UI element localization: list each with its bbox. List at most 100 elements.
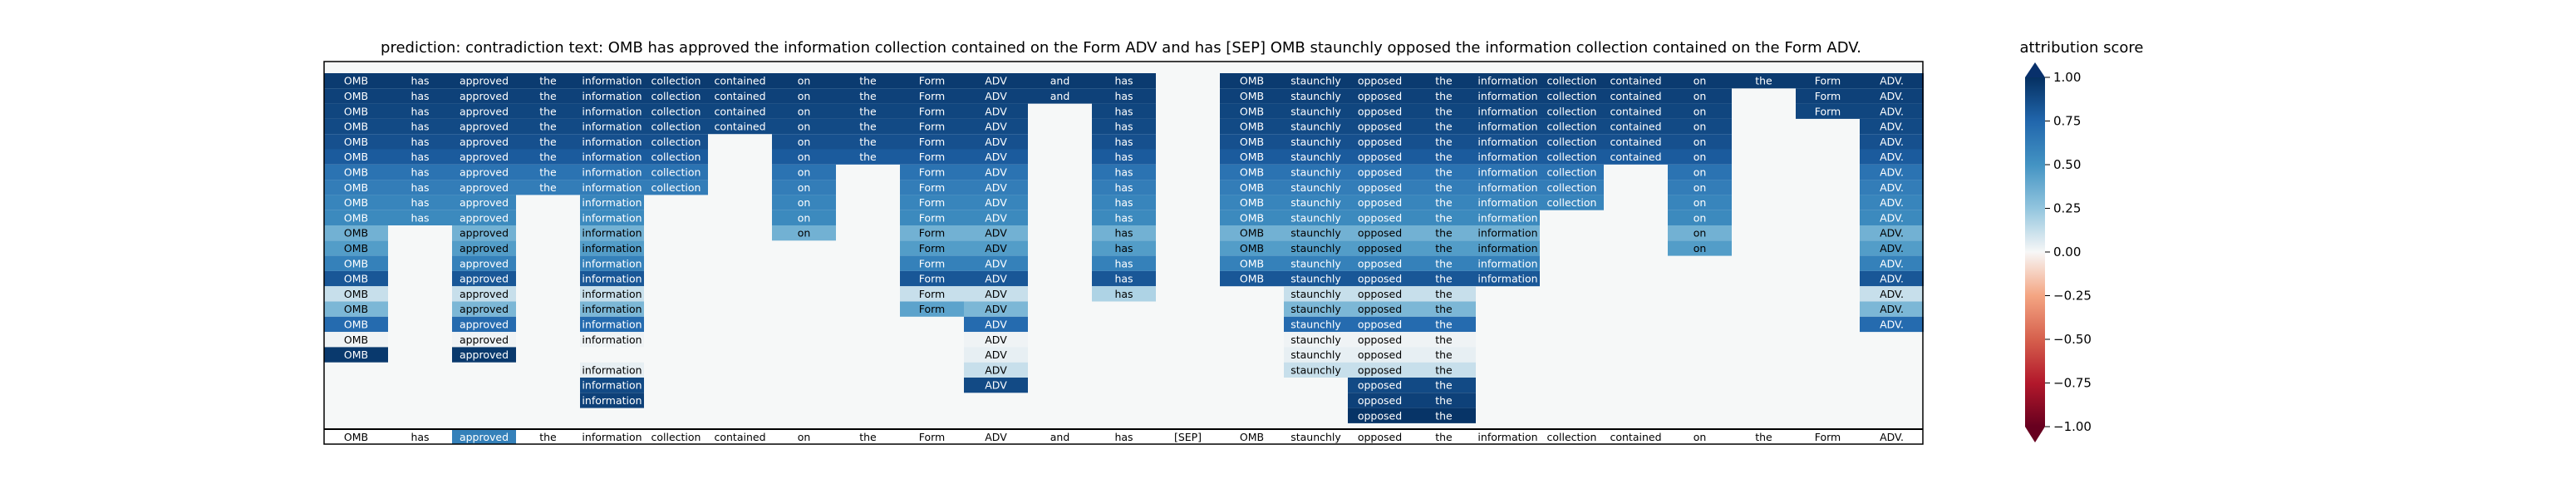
heatmap-cell [1348,195,1412,210]
heatmap-cell-label: OMB [344,318,368,330]
heatmap-cell [1284,149,1348,165]
heatmap-cell-label: approved [460,273,509,285]
heatmap-cell [900,164,964,180]
heatmap-cell-label: approved [460,227,509,240]
heatmap-cell [900,301,964,317]
heatmap-cell [964,164,1028,180]
heatmap-cell [1284,164,1348,180]
heatmap-cell-label: staunchly [1290,227,1341,240]
heatmap-cell [1540,88,1604,104]
heatmap-cell-label: OMB [344,105,368,117]
heatmap-cell [1348,301,1412,317]
heatmap-cell [388,180,452,195]
heatmap-cell [1604,149,1668,165]
heatmap-cell [964,103,1028,119]
heatmap-cell-label: opposed [1358,136,1402,148]
heatmap-cell [772,103,836,119]
heatmap-cell [772,225,836,241]
heatmap-cell-label: opposed [1358,303,1402,315]
heatmap-cell-label: ADV. [1880,181,1904,194]
token-label: the [1755,431,1772,443]
heatmap-cell [1860,118,1924,135]
heatmap-cell-label: has [1114,166,1133,178]
heatmap-cell [580,195,644,210]
heatmap-cell-label: information [1477,242,1537,254]
heatmap-cell [1412,316,1476,333]
heatmap-cell-label: ADV [985,288,1007,300]
heatmap-cell-label: OMB [1240,90,1264,102]
heatmap-cell-label: Form [919,257,946,269]
heatmap-cell [452,225,516,241]
token-label: the [539,431,557,443]
heatmap-cell-label: ADV. [1880,242,1904,254]
heatmap-cell [1412,225,1476,241]
heatmap-cell-label: the [539,136,557,148]
heatmap-cell [964,88,1028,104]
heatmap-cell [1668,73,1732,89]
heatmap-cell-label: approved [460,257,509,269]
heatmap-cell-label: opposed [1358,181,1402,194]
heatmap-cell-label: on [798,211,811,224]
heatmap-cell-label: staunchly [1290,90,1341,102]
colorbar-tick-label: 0.00 [2053,245,2081,259]
token-label: has [1114,431,1133,443]
heatmap-cell-label: opposed [1358,75,1402,87]
heatmap-cell [1796,88,1860,104]
heatmap-cell [1348,210,1412,225]
heatmap-cell [1412,195,1476,210]
heatmap-cell-label: on [1694,181,1707,194]
heatmap-cell-label: opposed [1358,257,1402,269]
heatmap-cell-label: has [1114,211,1133,224]
heatmap-cell [900,88,964,104]
heatmap-cell-label: approved [460,318,509,330]
heatmap-cell-label: ADV [985,75,1007,87]
heatmap-cell-label: on [1694,136,1707,148]
heatmap-cell-label: has [1114,75,1133,87]
heatmap-cell [1412,73,1476,89]
heatmap-cell-label: staunchly [1290,363,1341,376]
colorbar-tick-label: 0.50 [2053,157,2081,172]
heatmap-cell [644,134,708,150]
colorbar-tick-label: −0.50 [2053,332,2092,347]
heatmap-cell [1284,88,1348,104]
heatmap-cell-label: has [1114,121,1133,133]
heatmap-cell [1860,134,1924,150]
heatmap-cell [580,88,644,104]
heatmap-cell [1348,408,1412,423]
heatmap-cell-label: staunchly [1290,211,1341,224]
heatmap-cell-label: the [859,90,877,102]
token-label: OMB [344,431,368,443]
heatmap-cell [1860,316,1924,333]
heatmap-cell-label: the [1435,211,1453,224]
heatmap-cell-label: OMB [1240,75,1264,87]
heatmap-cell-label: the [539,121,557,133]
heatmap-cell [580,286,644,302]
heatmap-cell-label: approved [460,333,509,346]
heatmap-cell-label: the [1435,394,1453,407]
heatmap-cell-label: the [1435,121,1453,133]
token-label: Form [919,431,946,443]
heatmap-cell-label: collection [651,105,701,117]
heatmap-cell-label: Form [919,227,946,240]
heatmap-cell-label: the [1435,151,1453,163]
heatmap-cell-label: and [1050,75,1070,87]
heatmap-cell-label: Form [1815,90,1841,102]
heatmap-cell-label: approved [460,151,509,163]
heatmap-cell [516,149,580,165]
heatmap-cell-label: the [1435,409,1453,422]
heatmap-cell [1412,301,1476,317]
colorbar-label: attribution score [2020,39,2144,57]
heatmap-cell [964,332,1028,348]
heatmap-cell-label: contained [1610,121,1661,133]
heatmap-cell [324,195,388,210]
heatmap-cell-label: OMB [1240,196,1264,209]
heatmap-cell [1476,255,1540,271]
heatmap-cell-label: opposed [1358,211,1402,224]
heatmap-cell-label: on [798,75,811,87]
heatmap-cell-label: ADV [985,227,1007,240]
heatmap-cell [1348,240,1412,256]
heatmap-cell-label: has [1114,227,1133,240]
heatmap-cell [1860,103,1924,119]
heatmap-cell-label: Form [919,181,946,194]
